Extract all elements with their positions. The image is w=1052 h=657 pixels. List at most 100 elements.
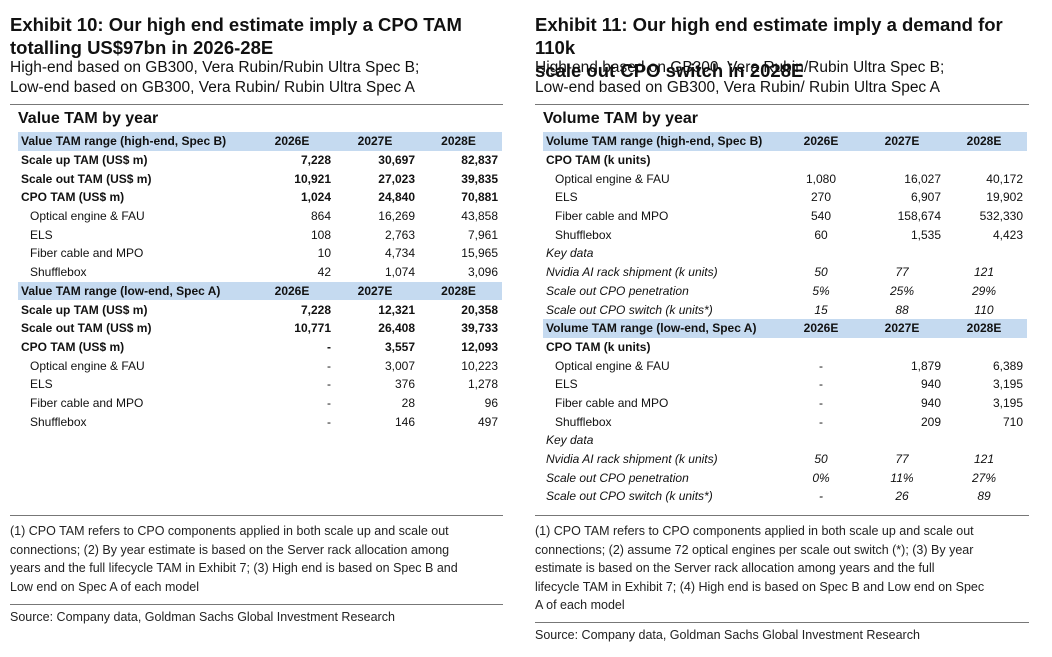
table-row: CPO TAM (US$ m) - 3,557 12,093 (18, 338, 502, 357)
cell-2027e: 2027E (335, 132, 419, 151)
cell-2026e: 5% (812, 283, 830, 298)
cell-2027e: 24,840 (378, 190, 415, 205)
table-row: ELS - 376 1,278 (18, 375, 502, 394)
cell-2028e: 2028E (419, 132, 502, 151)
cell-2028e: 7,961 (467, 227, 498, 242)
cell-2027e: 6,907 (910, 190, 941, 205)
row-label: ELS (30, 227, 53, 242)
row-label: Scale out CPO switch (k units*) (546, 302, 713, 317)
row-label: Shufflebox (30, 414, 87, 429)
cell-2028e: 39,835 (461, 171, 498, 186)
cell-2026e: 10 (317, 246, 331, 261)
cell-2026e: 2026E (783, 318, 863, 338)
exhibit-10-notes-rule (10, 515, 503, 516)
table-row: Shufflebox 42 1,074 3,096 (18, 263, 502, 282)
cell-2026e: - (819, 489, 823, 504)
exhibit-11-notes: (1) CPO TAM refers to CPO components app… (535, 522, 984, 615)
exhibit-10-subtitle-line-2: Low-end based on GB300, Vera Rubin/ Rubi… (10, 79, 415, 96)
note-line: connections; (2) assume 72 optical engin… (535, 542, 974, 557)
cell-2028e: 3,195 (992, 395, 1023, 410)
cell-2026e: 108 (310, 227, 331, 242)
table-row: Nvidia AI rack shipment (k units) 50 77 121 (543, 450, 1027, 469)
exhibit-11-title: Exhibit 11: Our high end estimate imply … (535, 13, 1029, 82)
cell-2027e: 1,879 (910, 358, 941, 373)
cell-2026e: 0% (812, 470, 830, 485)
exhibit-11: Exhibit 11: Our high end estimate imply … (535, 0, 1029, 657)
note-line: (1) CPO TAM refers to CPO components app… (10, 524, 449, 538)
exhibit-11-table-title: Volume TAM by year (543, 110, 698, 127)
table-header-row: Volume TAM range (high-end, Spec B) 2026E… (543, 132, 1027, 151)
cell-2026e: 15 (814, 302, 828, 317)
cell-2026e (783, 151, 863, 170)
row-label: Fiber cable and MPO (30, 395, 144, 410)
table-row: Scale out CPO penetration 0% 11% 27% (543, 468, 1027, 487)
cell-2028e: 96 (484, 395, 498, 410)
table-row: Key data (543, 431, 1027, 450)
note-line: lifecycle TAM in Exhibit 7; (4) High end… (535, 579, 985, 594)
table-header-row: Volume TAM range (low-end, Spec A) 2026E 2… (543, 318, 1027, 338)
cell-2027e: 77 (895, 265, 909, 280)
cell-2027e: 28 (401, 395, 415, 410)
table-row: Shufflebox 60 1,535 4,423 (543, 225, 1027, 244)
exhibit-10-title: Exhibit 10: Our high end estimate imply … (10, 13, 462, 59)
cell-2026e: 7,228 (300, 153, 331, 168)
cell-2028e: 3,195 (992, 377, 1023, 392)
cell-2026e: 1,080 (805, 171, 837, 186)
cell-2027e: 2027E (863, 132, 945, 151)
row-label: Fiber cable and MPO (30, 246, 144, 261)
cell-2026e: 10,771 (294, 321, 331, 336)
table-row: Scale up TAM (US$ m) 7,228 12,321 20,358 (18, 300, 502, 319)
cell-2026e: 2026E (783, 132, 863, 151)
note-line: (1) CPO TAM refers to CPO components app… (535, 524, 974, 538)
row-label: Fiber cable and MPO (555, 395, 669, 410)
cell-2027e: 30,697 (378, 153, 415, 168)
row-label: Scale out CPO penetration (546, 470, 689, 485)
cell-2028e: 3,096 (467, 265, 498, 280)
exhibit-10-table-title: Value TAM by year (18, 110, 159, 127)
cell-2027e (863, 244, 945, 263)
row-label: Value TAM range (high-end, Spec B) (18, 132, 253, 151)
cell-2028e (945, 338, 1027, 357)
row-label: Optical engine & FAU (30, 358, 145, 373)
exhibit-11-table: Volume TAM range (high-end, Spec B) 2026E… (543, 132, 1027, 506)
row-label: ELS (30, 377, 53, 392)
cell-2026e: - (327, 377, 331, 392)
cell-2027e: 3,557 (384, 339, 415, 354)
row-label: Nvidia AI rack shipment (k units) (546, 452, 718, 467)
row-label: Shufflebox (555, 227, 612, 242)
row-label: CPO TAM (US$ m) (21, 339, 125, 354)
row-label: Key data (546, 246, 594, 261)
cell-2026e: - (327, 395, 331, 410)
exhibit-11-source-rule (535, 622, 1029, 623)
exhibit-11-title-line-1: Exhibit 11: Our high end estimate imply … (535, 14, 1003, 58)
table-row: Fiber cable and MPO 10 4,734 15,965 (18, 244, 502, 263)
cell-2027e: 158,674 (897, 209, 941, 224)
cell-2027e: 77 (895, 452, 909, 467)
table-row: Scale out CPO switch (k units*) 15 88 110 (543, 300, 1027, 319)
cell-2026e: - (819, 414, 823, 429)
exhibit-11-subtitle-line-2: Low-end based on GB300, Vera Rubin/ Rubi… (535, 79, 940, 96)
cell-2026e: 270 (810, 190, 832, 205)
cell-2026e: 2026E (253, 132, 335, 151)
row-label: Shufflebox (555, 414, 612, 429)
exhibit-10-source: Source: Company data, Goldman Sachs Glob… (10, 610, 395, 624)
cell-2027e (863, 151, 945, 170)
exhibit-11-notes-rule (535, 515, 1029, 516)
cell-2026e: 50 (814, 452, 828, 467)
row-label: Scale out CPO switch (k units*) (546, 489, 713, 504)
cell-2027e: 2027E (335, 281, 419, 301)
row-label: Scale out TAM (US$ m) (21, 171, 152, 186)
cell-2027e: 2027E (863, 318, 945, 338)
cell-2028e: 1,278 (467, 377, 498, 392)
cell-2028e: 2028E (419, 281, 502, 301)
cell-2026e: - (819, 377, 823, 392)
cell-2028e: 121 (973, 265, 995, 280)
row-label: Optical engine & FAU (555, 171, 670, 186)
row-label: Scale up TAM (US$ m) (21, 302, 148, 317)
cell-2028e: 6,389 (992, 358, 1023, 373)
cell-2026e: 10,921 (294, 171, 331, 186)
cell-2026e: 2026E (253, 281, 335, 301)
cell-2027e: 376 (394, 377, 415, 392)
table-row: ELS - 940 3,195 (543, 375, 1027, 394)
cell-2027e: 12,321 (378, 302, 415, 317)
